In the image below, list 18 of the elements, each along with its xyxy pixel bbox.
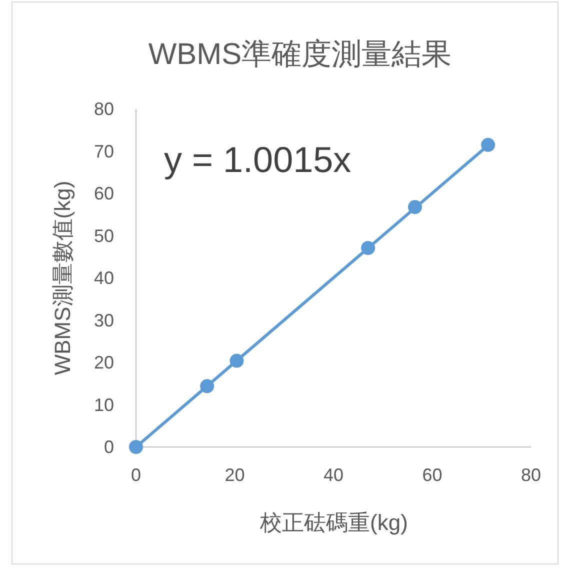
y-tick-label: 10 — [94, 394, 114, 415]
y-tick-label: 80 — [94, 99, 114, 119]
y-tick-label: 40 — [94, 268, 114, 288]
y-tick-label: 70 — [94, 141, 114, 162]
x-tick-label: 80 — [520, 465, 542, 485]
y-tick-label: 0 — [104, 437, 114, 457]
y-tick-label: 60 — [94, 184, 114, 204]
annotation: y = 1.0015x — [164, 139, 352, 180]
x-axis-title: 校正砝碼重(kg) — [259, 510, 408, 535]
x-tick-label: 60 — [422, 465, 442, 485]
y-tick-label: 20 — [94, 352, 114, 372]
y-tick-label: 30 — [94, 310, 114, 330]
y-tick-label: 50 — [94, 226, 114, 246]
x-tick-label: 20 — [224, 465, 245, 485]
x-tick-label: 0 — [130, 465, 142, 485]
x-tick-label: 40 — [323, 465, 344, 485]
y-axis-title: WBMS測量數值(kg) — [50, 180, 75, 376]
chart-title: WBMS準確度測量結果 — [148, 38, 452, 71]
